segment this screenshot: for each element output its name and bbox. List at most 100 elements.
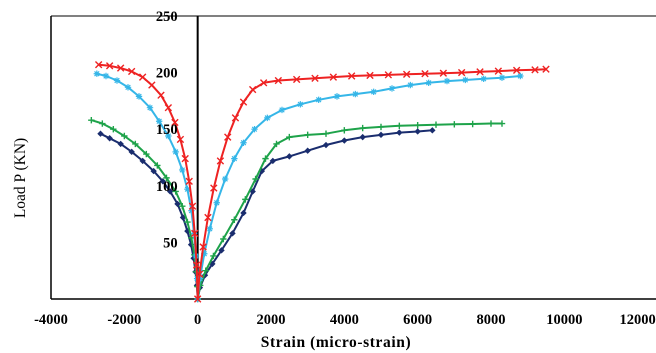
data-point (210, 252, 217, 260)
x-tick-label: 6000 (403, 312, 432, 328)
y-axis-label: Load P (KN) (12, 138, 29, 218)
y-tick-label: 50 (163, 235, 178, 251)
data-point (292, 75, 301, 84)
data-point (192, 261, 201, 269)
data-point (264, 114, 271, 122)
data-point (213, 199, 220, 206)
data-point (163, 174, 170, 182)
data-point (220, 235, 227, 243)
data-point (116, 64, 125, 72)
data-point (179, 202, 186, 210)
data-point (322, 130, 330, 137)
data-point (128, 148, 135, 156)
data-point (110, 126, 117, 133)
data-point (304, 131, 311, 139)
data-point (377, 123, 385, 131)
data-point (462, 76, 469, 84)
data-point (176, 135, 185, 144)
data-point (407, 81, 414, 89)
x-tick-label: -2000 (107, 312, 141, 328)
data-point (124, 84, 132, 91)
data-point (384, 71, 393, 79)
data-point (259, 79, 268, 87)
data-point (352, 90, 359, 98)
y-tick-label: 150 (156, 122, 178, 138)
data-point (154, 162, 161, 169)
data-point (216, 157, 225, 165)
data-point (102, 72, 110, 80)
x-tick-label: 12000 (620, 312, 656, 328)
data-point (239, 98, 248, 106)
data-point (106, 135, 113, 142)
data-point (366, 71, 374, 80)
data-point (181, 154, 189, 163)
x-tick-label: 4000 (330, 312, 359, 328)
data-point (135, 93, 143, 100)
data-point (193, 295, 202, 303)
data-point (498, 74, 506, 81)
data-point (105, 62, 114, 70)
data-point (286, 133, 293, 141)
data-point (165, 132, 172, 140)
data-point (242, 196, 249, 203)
data-point (229, 230, 236, 237)
data-point (231, 155, 238, 162)
x-tick-label: 0 (194, 312, 201, 328)
x-tick-label: 2000 (257, 312, 286, 328)
data-point (377, 131, 385, 139)
series-line (100, 129, 433, 300)
x-tick-label: -4000 (34, 312, 68, 328)
data-point (370, 88, 377, 96)
data-point (531, 66, 539, 74)
data-point (517, 72, 524, 80)
series-layer (88, 60, 550, 303)
data-point (359, 124, 366, 132)
data-point (191, 229, 199, 238)
data-point (240, 139, 247, 146)
data-point (184, 185, 191, 193)
data-point (414, 122, 421, 129)
data-point (179, 166, 186, 174)
data-point (88, 116, 95, 124)
series-4 (94, 60, 550, 303)
data-point (166, 188, 174, 195)
data-point (155, 118, 163, 125)
data-point (341, 137, 348, 144)
data-point (278, 106, 286, 114)
data-point (171, 118, 179, 127)
data-point (402, 70, 411, 78)
data-point (159, 178, 167, 185)
data-point (97, 130, 104, 137)
data-point (347, 72, 356, 80)
data-point (157, 91, 165, 99)
data-point (457, 68, 466, 77)
data-point (127, 67, 136, 76)
data-point (425, 79, 432, 86)
data-point (388, 85, 396, 92)
data-point (329, 73, 338, 81)
data-point (341, 127, 348, 134)
data-point (218, 247, 225, 254)
data-point (315, 96, 322, 103)
data-point (443, 77, 451, 85)
data-point (333, 93, 341, 100)
data-point (221, 175, 229, 183)
data-point (269, 157, 277, 165)
data-point (121, 132, 128, 140)
data-point (480, 75, 487, 83)
x-tick-label: 8000 (477, 312, 506, 328)
data-point (99, 120, 106, 127)
data-point (311, 74, 319, 82)
data-point (179, 214, 187, 221)
data-point (206, 225, 213, 233)
data-point (231, 114, 240, 122)
data-point (252, 175, 259, 183)
data-point (414, 128, 421, 135)
data-point (251, 126, 258, 133)
data-point (146, 104, 154, 111)
data-point (396, 129, 403, 136)
series-line (91, 119, 502, 300)
data-point (210, 184, 218, 192)
series-2 (88, 116, 506, 303)
